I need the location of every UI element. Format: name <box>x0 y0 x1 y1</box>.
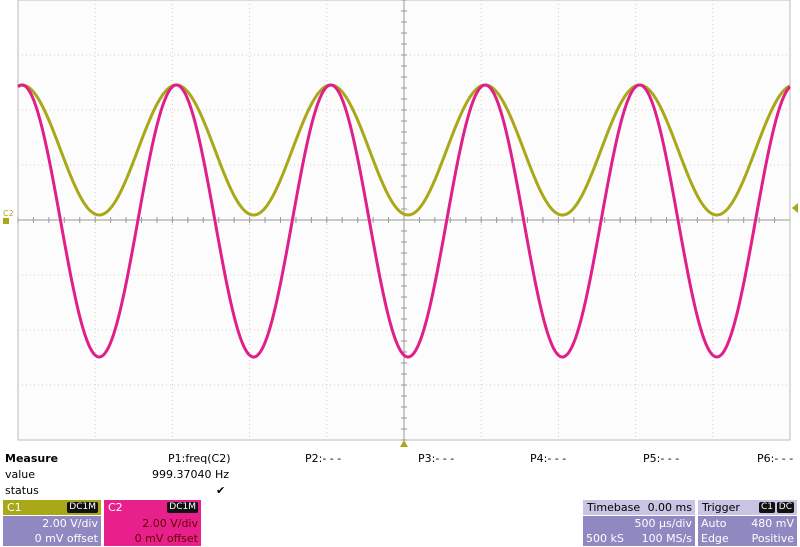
trigger-box[interactable]: Trigger C1 DC Auto 480 mV Edge Positive <box>698 500 797 546</box>
trigger-level: 480 mV <box>751 517 794 530</box>
channel-offset: 0 mV offset <box>134 532 198 545</box>
param-name[interactable]: P3:- - - <box>418 452 455 465</box>
channel-name: C1 <box>7 501 22 514</box>
trigger-level-marker <box>792 203 798 213</box>
channel-offset: 0 mV offset <box>34 532 98 545</box>
timebase-header: Timebase 0.00 ms <box>583 500 695 515</box>
channel-box[interactable]: C2 DC1M 2.00 V/div 0 mV offset <box>104 500 201 546</box>
measure-title: Measure <box>5 452 59 465</box>
ground-marker <box>3 218 9 224</box>
trigger-body: Auto 480 mV Edge Positive <box>698 516 797 546</box>
trigger-slope: Positive <box>751 532 794 545</box>
timebase-delay: 0.00 ms <box>647 501 692 514</box>
channel-name: C2 <box>108 501 123 514</box>
timebase-title: Timebase <box>587 501 641 514</box>
channel-scale: 2.00 V/div <box>42 517 98 530</box>
coupling-badge: DC1M <box>167 502 198 513</box>
channel-scale: 2.00 V/div <box>142 517 198 530</box>
row-label: status <box>5 484 39 497</box>
channel-body: 2.00 V/div 0 mV offset <box>3 516 101 546</box>
trigger-source: C1 <box>758 502 775 513</box>
timebase-rate: 100 MS/s <box>641 532 692 545</box>
timebase-body: 500 µs/div 500 kS 100 MS/s <box>583 516 695 546</box>
channel-box[interactable]: C1 DC1M 2.00 V/div 0 mV offset <box>3 500 101 546</box>
trigger-title: Trigger <box>702 501 740 514</box>
param-value: 999.37040 Hz <box>152 468 230 481</box>
param-status: ✔ <box>216 484 226 497</box>
channel-header: C2 DC1M <box>104 500 201 515</box>
timebase-samples: 500 kS <box>586 532 624 545</box>
trigger-header: Trigger C1 DC <box>698 500 797 515</box>
timebase-box[interactable]: Timebase 0.00 ms 500 µs/div 500 kS 100 MS/s <box>583 500 695 546</box>
timebase-scale: 500 µs/div <box>634 517 692 530</box>
row-label: value <box>5 468 36 481</box>
param-name[interactable]: P2:- - - <box>305 452 342 465</box>
trigger-coupling: DC <box>776 502 794 513</box>
trace-label: C2 <box>3 209 14 218</box>
param-name[interactable]: P4:- - - <box>530 452 567 465</box>
trace-c1 <box>17 83 791 217</box>
trigger-time-marker <box>400 440 408 447</box>
trigger-type: Edge <box>701 532 729 545</box>
param-name[interactable]: P1:freq(C2) <box>168 452 231 465</box>
waveform-display <box>3 0 798 447</box>
param-name[interactable]: P5:- - - <box>643 452 680 465</box>
trace-c2 <box>17 83 792 359</box>
param-name[interactable]: P6:- - - <box>757 452 794 465</box>
channel-body: 2.00 V/div 0 mV offset <box>104 516 201 546</box>
trigger-mode: Auto <box>701 517 727 530</box>
channel-header: C1 DC1M <box>3 500 101 515</box>
coupling-badge: DC1M <box>67 502 98 513</box>
